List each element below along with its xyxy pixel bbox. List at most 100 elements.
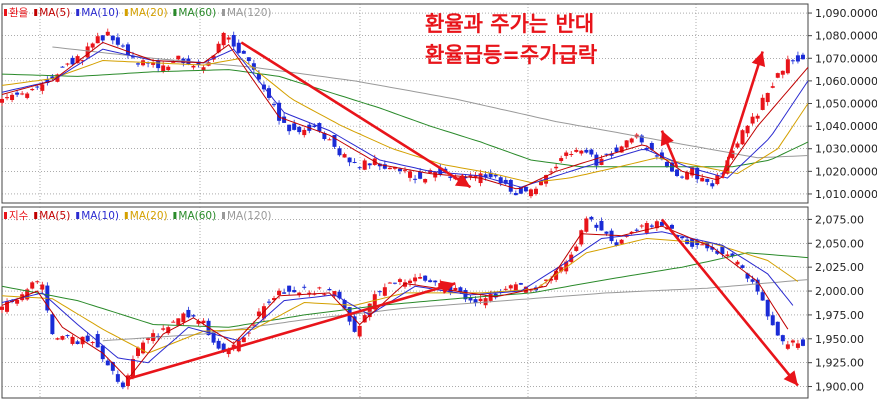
trend-arrow-head — [783, 370, 798, 386]
candle-body — [559, 158, 564, 162]
candle-body — [453, 287, 458, 291]
candle-body — [760, 97, 765, 110]
candle-body — [594, 154, 599, 166]
candle-body — [413, 277, 418, 282]
candle-body — [488, 172, 493, 178]
candle-body — [105, 31, 110, 36]
candle-body — [513, 284, 518, 292]
candle-body — [503, 179, 508, 184]
index-y-axis: 1,900.00 1,925.00 1,950.00 1,975.00 2,000.00… — [808, 213, 864, 394]
candle-body — [85, 335, 90, 342]
candle-body — [664, 161, 669, 167]
candle-body — [287, 285, 292, 292]
candle-body — [685, 172, 690, 180]
candle-body — [60, 66, 65, 68]
candle-body — [574, 246, 579, 251]
ma20-line — [1, 237, 799, 354]
candle-body — [392, 166, 397, 169]
candle-body — [483, 174, 488, 178]
exchange-rate-trend-arrows — [240, 41, 766, 189]
candle-body — [115, 374, 120, 382]
candle-body — [549, 171, 554, 173]
legend-label: MA(10) — [81, 7, 119, 19]
candle-body — [146, 338, 151, 340]
legend-label: MA(60) — [178, 7, 216, 19]
y-tick-label: 1,900.00 — [815, 381, 864, 394]
candle-body — [337, 291, 342, 299]
y-tick-label: 2,000.00 — [815, 285, 864, 298]
candle-body — [725, 254, 730, 257]
candle-body — [211, 55, 216, 60]
y-tick-label: 1,950.00 — [815, 333, 864, 346]
candle-body — [730, 150, 735, 159]
candle-body — [775, 73, 780, 78]
candle-body — [408, 171, 413, 178]
candle-body — [735, 261, 740, 265]
candle-body — [292, 123, 297, 130]
candle-body — [468, 297, 473, 301]
candle-body — [287, 124, 292, 132]
candle-body — [181, 313, 186, 323]
candle-body — [221, 32, 226, 46]
candle-body — [302, 286, 307, 288]
y-tick-label: 1,975.00 — [815, 309, 864, 322]
candle-body — [609, 230, 614, 242]
candle-body — [231, 344, 236, 348]
candle-body — [579, 230, 584, 245]
candle-body — [241, 337, 246, 343]
candle-body — [564, 152, 569, 156]
candle-body — [282, 292, 287, 294]
candle-body — [367, 303, 372, 318]
candle-body — [256, 311, 261, 317]
candle-body — [297, 126, 302, 133]
candle-body — [105, 360, 110, 366]
legend-label: MA(120) — [227, 210, 271, 222]
candle-body — [40, 84, 45, 91]
candle-body — [579, 150, 584, 154]
candle-body — [438, 167, 443, 175]
candle-body — [196, 320, 201, 324]
candle-body — [720, 173, 725, 175]
y-tick-label: 1,010.0000 — [815, 188, 877, 201]
legend-label: MA(5) — [39, 210, 70, 222]
candle-body — [231, 34, 236, 47]
legend-label: 환율 — [9, 7, 29, 19]
candle-body — [473, 175, 478, 178]
candle-body — [649, 225, 654, 227]
candle-body — [403, 170, 407, 172]
candle-body — [589, 149, 594, 155]
candle-body — [775, 321, 780, 336]
legend-label: MA(5) — [39, 7, 70, 19]
candle-body — [141, 342, 146, 354]
candle-body — [236, 42, 241, 53]
candle-body — [125, 375, 130, 386]
trend-arrow-head — [454, 173, 471, 188]
candle-body — [35, 86, 40, 88]
candle-body — [539, 285, 544, 287]
candle-body — [221, 343, 226, 351]
candle-body — [20, 93, 25, 95]
candle-body — [80, 60, 85, 62]
exchange-rate-legend: 환율 MA(5) MA(10) MA(20) MA(60) MA(120) — [4, 7, 271, 19]
y-tick-label: 1,020.0000 — [815, 165, 877, 178]
candle-body — [216, 43, 221, 53]
candle-body — [438, 283, 443, 288]
candle-body — [176, 55, 181, 60]
legend-swatch — [4, 212, 7, 219]
candle-body — [765, 92, 770, 103]
candle-body — [272, 298, 277, 301]
candle-body — [629, 231, 634, 234]
candle-body — [55, 338, 60, 340]
y-tick-label: 1,090.0000 — [815, 7, 877, 20]
candle-body — [795, 55, 800, 62]
candle-body — [654, 221, 659, 229]
candle-body — [795, 343, 800, 348]
candle-body — [745, 125, 750, 134]
candle-body — [196, 61, 201, 65]
candle-body — [246, 332, 251, 334]
candle-body — [282, 116, 287, 123]
index-legend: 지수 MA(5) MA(10) MA(20) MA(60) MA(120) — [4, 210, 271, 222]
candle-body — [10, 94, 15, 100]
candle-body — [211, 331, 216, 343]
